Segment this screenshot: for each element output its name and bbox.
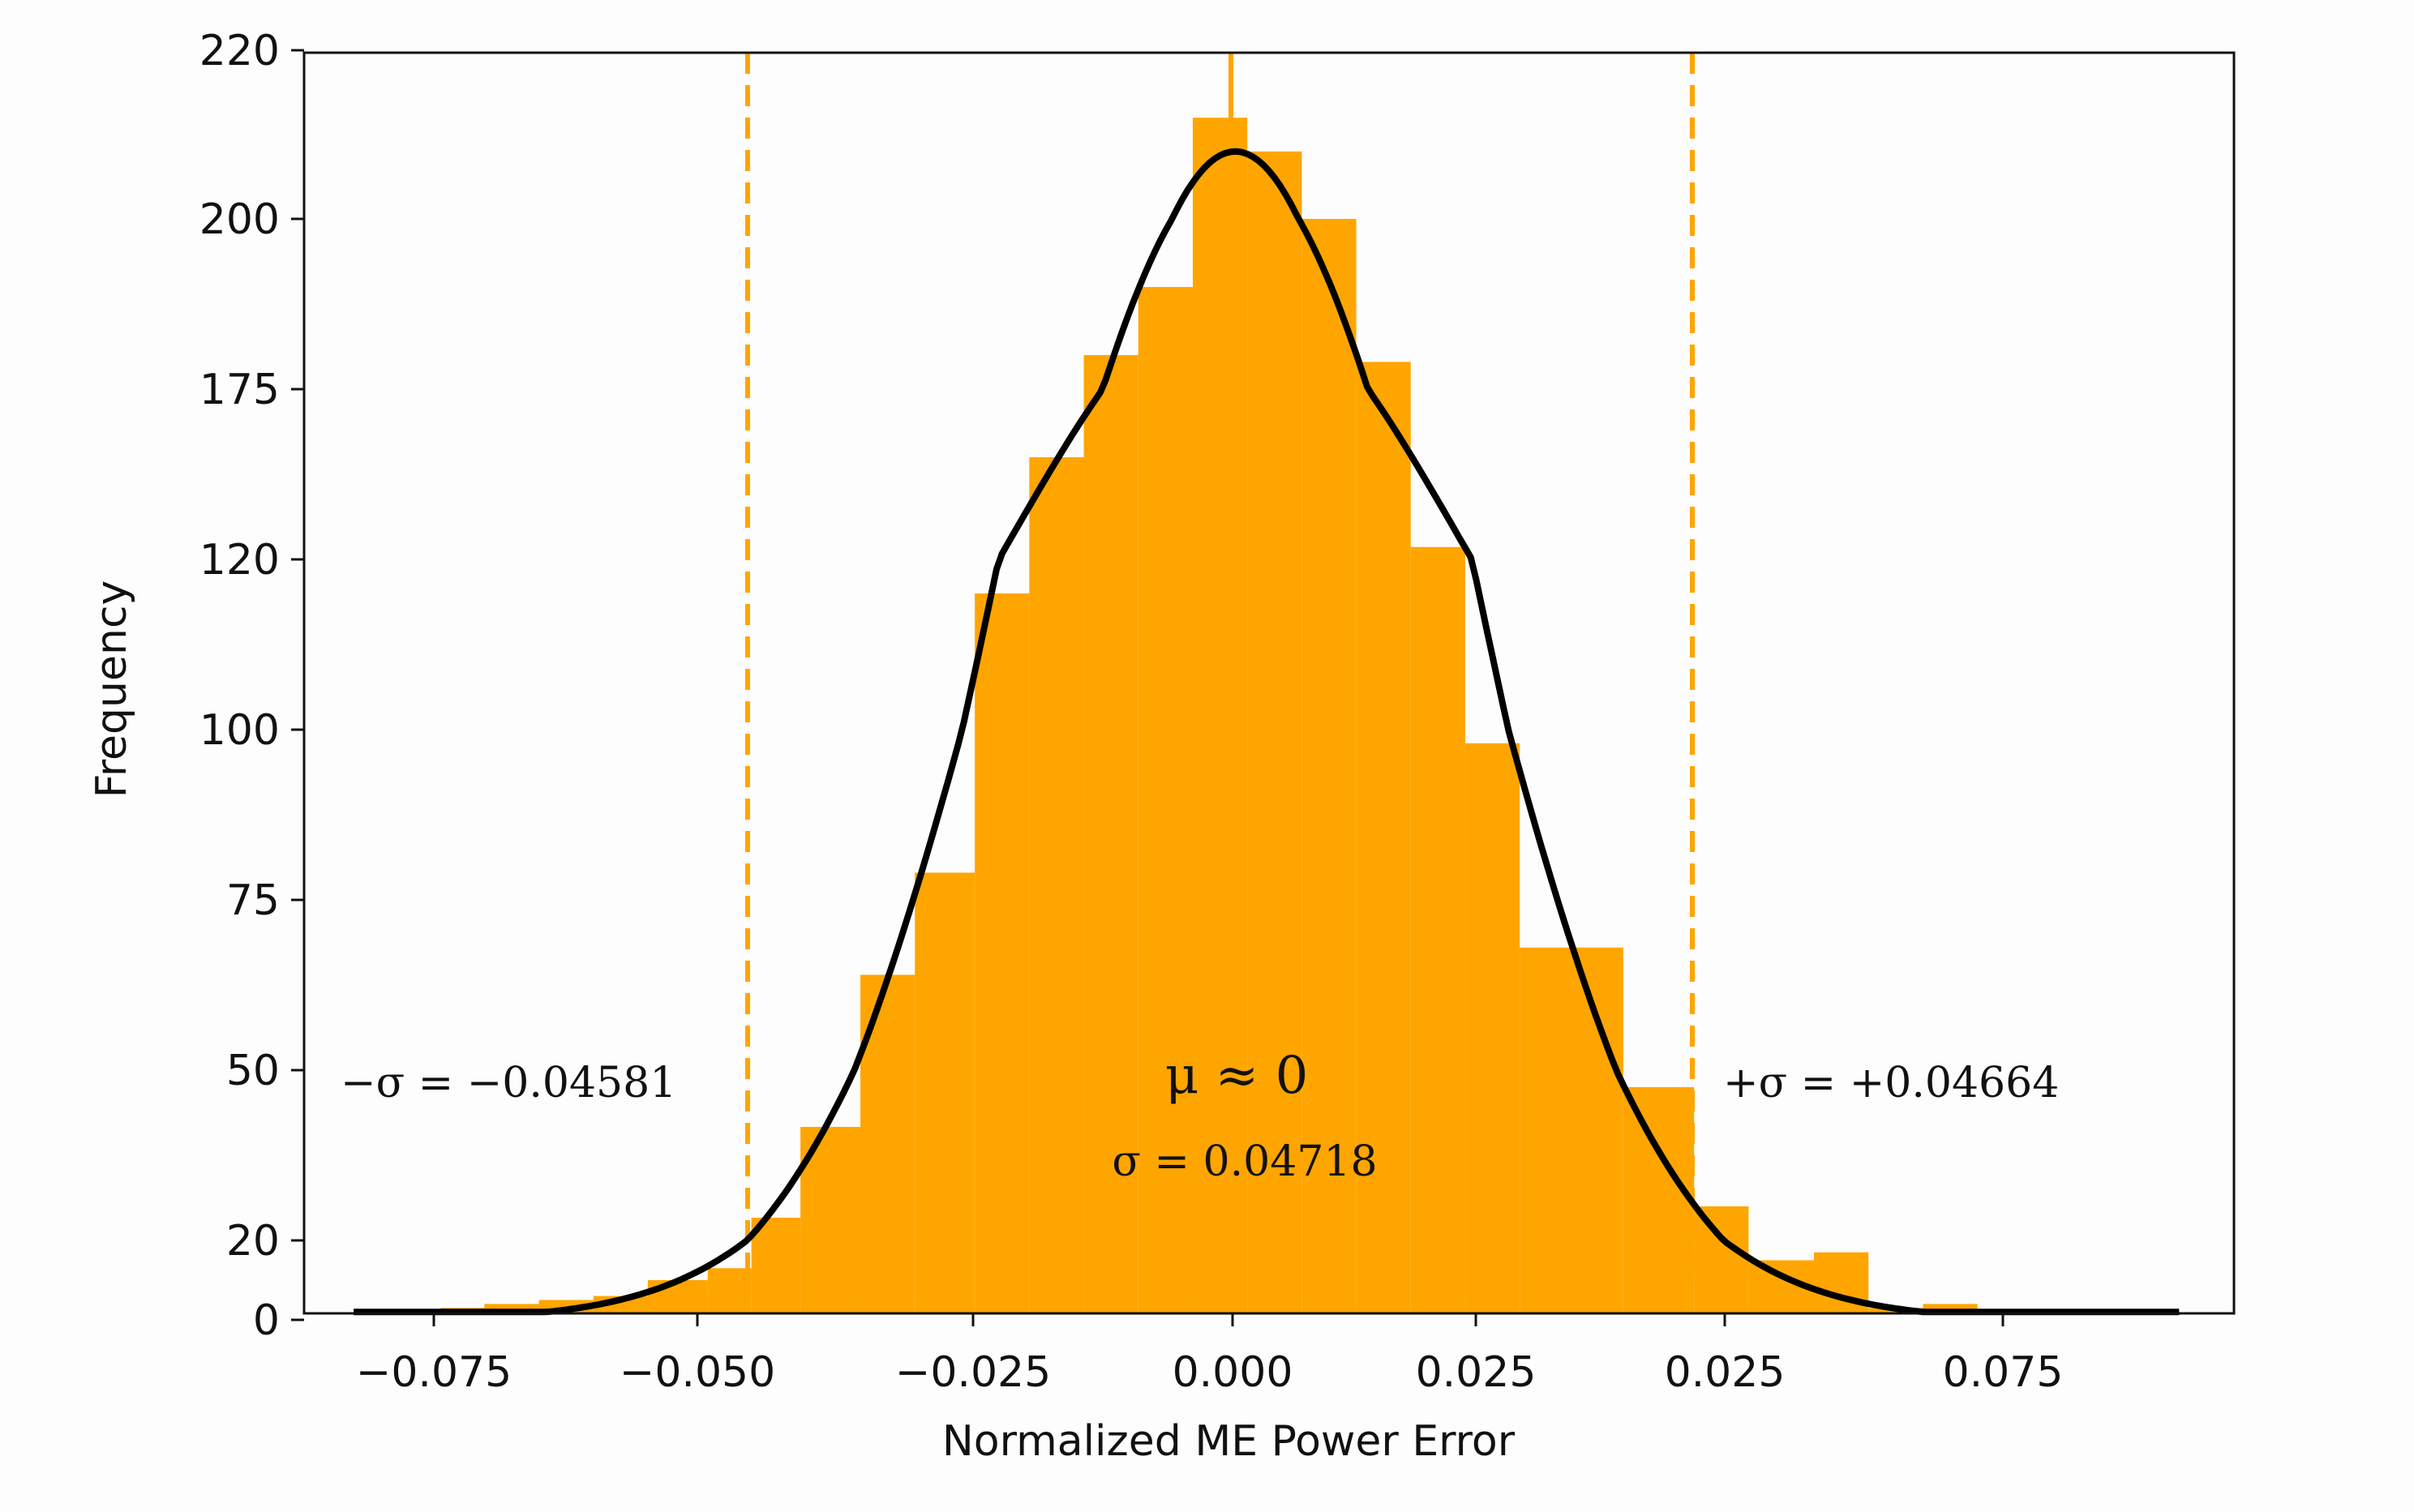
y-tick-label: 200 xyxy=(199,195,280,244)
y-axis-ticks: 0 20 50 75 100 120 175 200 220 xyxy=(199,27,304,1345)
histogram-bar xyxy=(1192,118,1248,1314)
x-axis-label: Normalized ME Power Error xyxy=(942,1417,1516,1466)
histogram-bar xyxy=(751,1218,801,1313)
histogram-bar xyxy=(1247,151,1302,1313)
x-tick-label: 0.000 xyxy=(1173,1348,1293,1397)
sigma-annotation: σ = 0.04718 xyxy=(1112,1137,1377,1186)
histogram-bar xyxy=(1138,287,1193,1313)
histogram-bar xyxy=(915,872,975,1313)
normal-fit-curve xyxy=(354,148,2180,1316)
x-axis-ticks: −0.075 −0.050 −0.025 0.000 0.025 0.025 0.075 xyxy=(356,1313,2064,1397)
minus-sigma-annotation: −σ = −0.04581 xyxy=(341,1059,676,1107)
y-tick-label: 0 xyxy=(253,1296,280,1345)
y-tick-label: 175 xyxy=(199,366,280,414)
x-tick-label: 0.075 xyxy=(1943,1348,2064,1397)
histogram-bar xyxy=(1301,219,1357,1313)
y-tick-label: 20 xyxy=(226,1217,280,1266)
histogram-bar xyxy=(647,1280,708,1313)
histogram-bar xyxy=(707,1268,752,1313)
y-tick-label: 75 xyxy=(226,876,280,925)
histogram-bar xyxy=(1694,1206,1749,1313)
y-tick-label: 100 xyxy=(199,706,280,755)
y-axis-label: Frequency xyxy=(88,580,136,799)
histogram-bar xyxy=(1464,743,1520,1313)
x-tick-label: −0.025 xyxy=(895,1348,1051,1397)
histogram-bars xyxy=(440,118,1978,1314)
histogram-bar xyxy=(1410,546,1465,1313)
plus-sigma-annotation: +σ = +0.04664 xyxy=(1723,1059,2059,1107)
y-tick-label: 50 xyxy=(226,1047,280,1095)
histogram-bar xyxy=(1356,362,1411,1313)
x-tick-label: −0.075 xyxy=(356,1348,512,1397)
histogram-bar xyxy=(1520,947,1623,1313)
x-tick-label: −0.050 xyxy=(620,1348,775,1397)
histogram-bar xyxy=(975,593,1030,1313)
histogram-bar xyxy=(1029,457,1084,1313)
y-tick-label: 220 xyxy=(199,27,280,75)
histogram-bar xyxy=(1083,355,1138,1313)
y-tick-label: 120 xyxy=(199,536,280,585)
histogram-bar xyxy=(1623,1087,1695,1313)
mean-annotation: μ ≈ 0 xyxy=(1165,1046,1309,1106)
x-tick-label: 0.025 xyxy=(1665,1348,1786,1397)
x-tick-label: 0.025 xyxy=(1416,1348,1537,1397)
reference-lines xyxy=(745,53,1695,1279)
plot-frame xyxy=(302,51,2236,1315)
